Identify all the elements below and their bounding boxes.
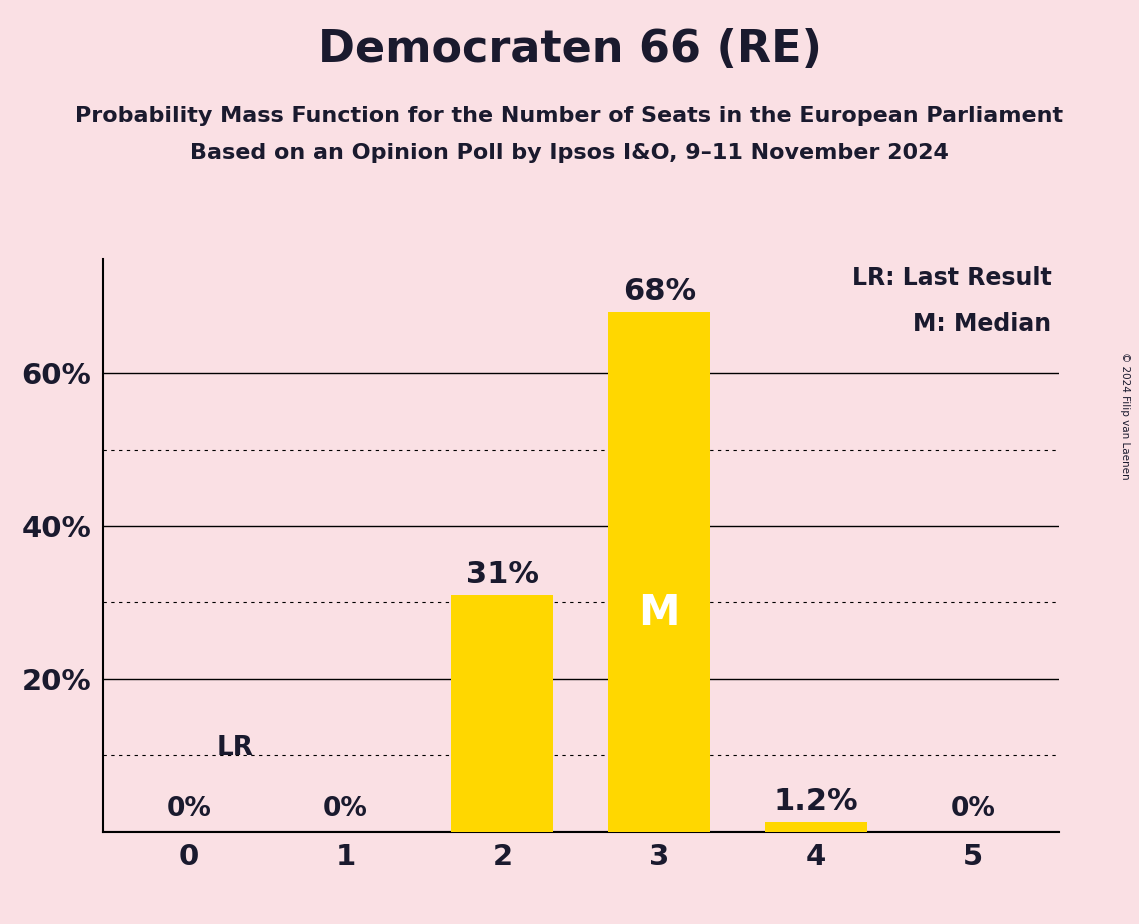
Text: LR: Last Result: LR: Last Result: [852, 266, 1051, 290]
Text: 31%: 31%: [466, 560, 539, 589]
Text: Democraten 66 (RE): Democraten 66 (RE): [318, 28, 821, 71]
Text: LR: LR: [218, 736, 254, 761]
Bar: [451, 595, 554, 832]
Bar: [765, 822, 867, 832]
Text: 0%: 0%: [323, 796, 368, 822]
Text: M: Median: M: Median: [913, 312, 1051, 336]
Text: M: M: [639, 592, 680, 635]
Text: 1.2%: 1.2%: [773, 787, 859, 816]
Text: 68%: 68%: [623, 277, 696, 306]
Text: Probability Mass Function for the Number of Seats in the European Parliament: Probability Mass Function for the Number…: [75, 106, 1064, 127]
Text: Based on an Opinion Poll by Ipsos I&O, 9–11 November 2024: Based on an Opinion Poll by Ipsos I&O, 9…: [190, 143, 949, 164]
Text: 0%: 0%: [951, 796, 995, 822]
Text: © 2024 Filip van Laenen: © 2024 Filip van Laenen: [1120, 352, 1130, 480]
Bar: [608, 312, 711, 832]
Text: 0%: 0%: [166, 796, 211, 822]
